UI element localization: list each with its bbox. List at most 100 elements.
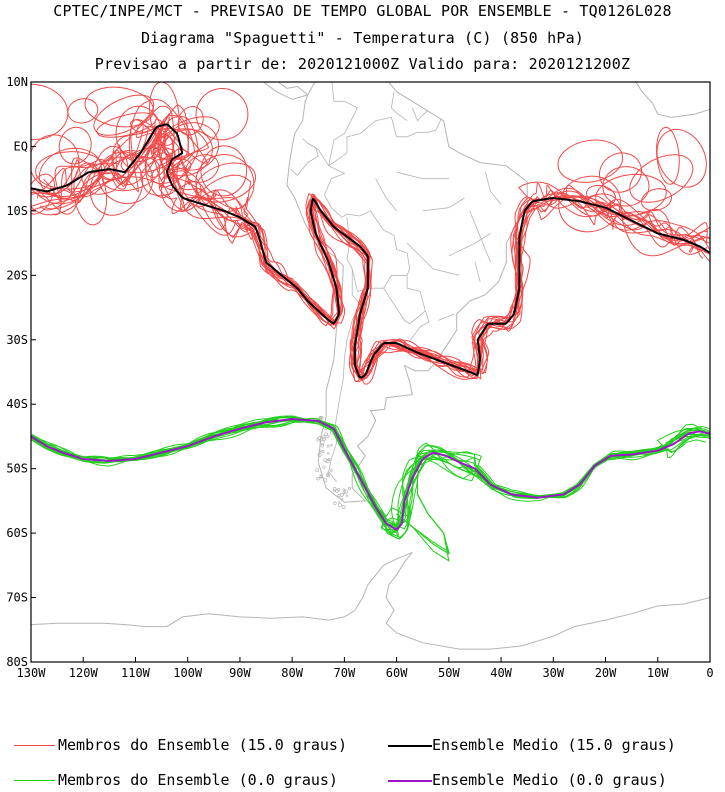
x-tick-label: 10W — [647, 666, 669, 680]
member-15-line — [51, 123, 710, 376]
member-0-line — [31, 418, 710, 540]
x-tick-label: 70W — [334, 666, 356, 680]
island — [330, 443, 333, 447]
member-15-loop — [38, 147, 103, 199]
island — [321, 435, 326, 440]
member-15-loop — [160, 170, 202, 212]
y-tick-label: 80S — [6, 655, 28, 669]
y-tick-label: 40S — [6, 397, 28, 411]
coastline — [385, 552, 710, 650]
coastline — [262, 82, 308, 100]
members-0-layer — [31, 415, 710, 562]
coastline — [635, 82, 659, 115]
member-0-line — [31, 417, 704, 527]
coastline-layer — [31, 82, 710, 650]
member-15-loop — [89, 156, 144, 216]
island — [338, 501, 341, 504]
island — [320, 440, 325, 445]
y-tick-label: EQ — [14, 139, 28, 153]
coastline — [286, 82, 528, 503]
y-tick-label: 70S — [6, 591, 28, 605]
island — [326, 473, 331, 478]
border-line — [290, 138, 319, 176]
border-line — [328, 82, 358, 166]
member-15-loop — [177, 106, 204, 136]
member-15-loop — [602, 166, 650, 207]
member-15-loop — [58, 126, 92, 165]
island — [319, 475, 323, 479]
island — [341, 497, 344, 500]
legend-members-15-label: Membros do Ensemble (15.0 graus) — [58, 736, 347, 754]
member-15-loop — [93, 94, 155, 136]
member-15-loop — [145, 135, 174, 178]
member-15-loop — [598, 152, 643, 193]
member-0-line — [31, 418, 710, 524]
member-0-line — [32, 419, 708, 535]
border-line — [474, 262, 481, 282]
island — [317, 452, 322, 457]
member-15-loop — [67, 98, 99, 124]
island — [341, 505, 346, 509]
island — [321, 450, 325, 454]
island — [326, 444, 330, 448]
island — [337, 494, 341, 498]
member-15-line — [31, 98, 704, 380]
border-line — [328, 117, 392, 167]
island — [318, 449, 322, 453]
island — [321, 437, 326, 442]
member-0-line — [31, 419, 710, 538]
island — [318, 415, 322, 420]
member-0-line — [31, 419, 710, 531]
legend-members-15-swatch — [14, 745, 55, 746]
legend-members-0-swatch — [14, 780, 55, 781]
x-tick-label: 100W — [173, 666, 203, 680]
mean-15-line — [31, 123, 710, 379]
title-line-3: Previsao a partir de: 2020121000Z Valido… — [94, 55, 631, 73]
island — [343, 489, 349, 494]
member-15-loop — [96, 112, 157, 138]
coastline — [657, 108, 710, 118]
legend-mean-0-label: Ensemble Medio (0.0 graus) — [432, 771, 667, 789]
island — [324, 432, 328, 437]
coastline — [277, 82, 309, 96]
island — [325, 458, 330, 464]
member-15-loop — [558, 175, 622, 233]
x-tick-label: 40W — [490, 666, 512, 680]
island — [345, 494, 348, 497]
member-15-loop — [31, 83, 69, 141]
island — [339, 493, 344, 497]
member-0-line — [31, 415, 702, 533]
border-line — [324, 165, 411, 276]
member-15-loop — [195, 162, 257, 203]
legend-mean-15-swatch — [388, 745, 432, 747]
y-tick-label: 10S — [6, 204, 28, 218]
border-line — [438, 313, 455, 321]
x-tick-label: 120W — [69, 666, 99, 680]
island — [323, 478, 328, 483]
member-0-line — [396, 461, 450, 555]
island — [347, 487, 352, 491]
border-line — [406, 242, 460, 276]
member-15-loop — [153, 116, 220, 160]
island — [327, 451, 330, 455]
island — [333, 489, 336, 493]
island — [337, 502, 342, 507]
member-15-loop — [656, 126, 680, 185]
member-15-loop — [184, 154, 220, 183]
island — [319, 416, 324, 420]
x-tick-label: 30W — [542, 666, 564, 680]
x-tick-label: 0 — [706, 666, 713, 680]
member-15-loop — [200, 145, 248, 197]
member-15-loop — [31, 173, 56, 215]
border-line — [383, 275, 426, 325]
title-line-2: Diagrama "Spaguetti" - Temperatura (C) (… — [140, 29, 585, 47]
member-15-loop — [97, 151, 154, 204]
border-line — [375, 178, 397, 212]
y-tick-label: 50S — [6, 462, 28, 476]
member-15-loop — [629, 154, 694, 203]
x-tick-label: 90W — [229, 666, 251, 680]
x-tick-label: 50W — [438, 666, 460, 680]
member-15-loop — [195, 88, 249, 141]
border-line — [391, 117, 442, 138]
